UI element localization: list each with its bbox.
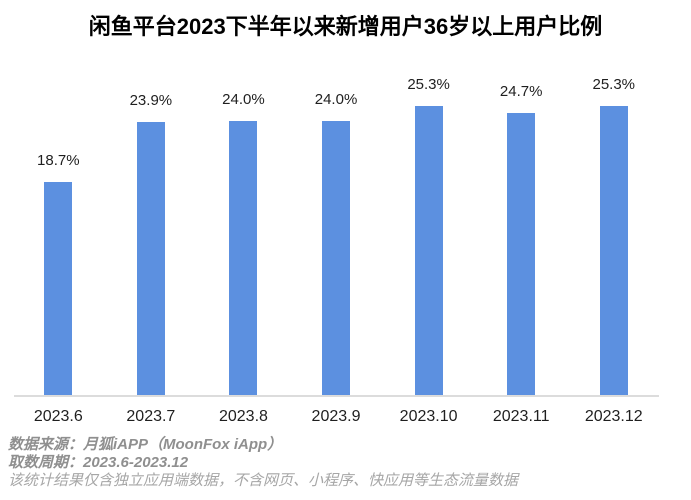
footer-notes: 数据来源：月狐iAPP（MoonFox iApp） 取数周期：2023.6-20… — [8, 436, 518, 490]
bar-column: 25.3% — [382, 66, 475, 396]
x-tick-label: 2023.10 — [399, 408, 458, 425]
bar-column: 24.0% — [197, 66, 290, 396]
x-tick-label: 2023.8 — [218, 408, 268, 425]
bar — [322, 121, 351, 396]
x-tick-label: 2023.12 — [584, 408, 643, 425]
bar-column: 23.9% — [105, 66, 198, 396]
bar-value-label: 25.3% — [592, 76, 636, 93]
bar — [599, 106, 628, 396]
bar-value-label: 24.7% — [499, 83, 543, 100]
bar-column: 25.3% — [567, 66, 660, 396]
chart-title: 闲鱼平台2023下半年以来新增用户36岁以上用户比例 — [88, 14, 603, 39]
bar — [414, 106, 443, 396]
footer-disclaimer: 该统计结果仅含独立应用端数据，不含网页、小程序、快应用等生态流量数据 — [8, 472, 519, 489]
bar-value-label: 24.0% — [222, 91, 265, 108]
bar-value-label: 25.3% — [407, 76, 450, 93]
bar-value-label: 18.7% — [37, 152, 80, 169]
x-tick-label: 2023.9 — [311, 408, 361, 425]
bar-column: 24.0% — [290, 66, 383, 396]
bar-column: 18.7% — [12, 66, 105, 396]
bar — [136, 122, 165, 396]
bar — [229, 121, 258, 396]
bar — [507, 113, 536, 396]
x-axis-line — [14, 395, 659, 397]
x-tick-label: 2023.7 — [126, 408, 176, 425]
x-axis-labels: 2023.6 2023.7 2023.8 2023.9 2023.10 2023.11 20… — [12, 408, 660, 426]
bar — [44, 182, 73, 396]
x-tick-label: 2023.11 — [492, 408, 550, 425]
footer-data-period: 取数周期：2023.6-2023.12 — [8, 454, 189, 471]
footer-data-source: 数据来源：月狐iAPP（MoonFox iApp） — [8, 436, 283, 453]
bar-columns: 18.7% 23.9% 24.0% 24.0% 25.3% 24.7% 25.3% — [12, 66, 660, 396]
bar-value-label: 24.0% — [314, 91, 358, 108]
bar-column: 24.7% — [475, 66, 568, 396]
bar-value-label: 23.9% — [129, 92, 173, 109]
x-tick-label: 2023.6 — [33, 408, 83, 425]
bar-chart: 18.7% 23.9% 24.0% 24.0% 25.3% 24.7% 25.3% — [12, 66, 660, 396]
